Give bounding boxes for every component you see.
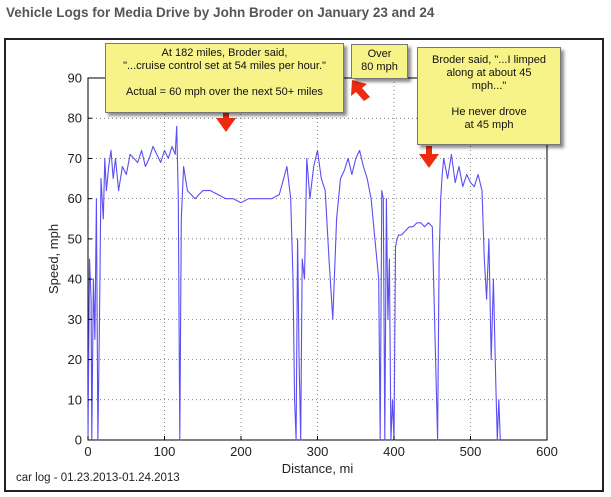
y-tick-label: 40 (68, 272, 82, 287)
y-tick-label: 0 (75, 433, 82, 448)
arrow-down-icon (216, 110, 236, 132)
y-tick-label: 20 (68, 352, 82, 367)
y-tick-label: 60 (68, 191, 82, 206)
x-tick-label: 300 (307, 444, 329, 459)
y-tick-label: 90 (68, 71, 82, 86)
y-tick-label: 50 (68, 231, 82, 246)
car-log-footnote: car log - 01.23.2013-01.24.2013 (16, 472, 180, 484)
x-tick-label: 600 (536, 444, 558, 459)
arrow-up-left-icon (351, 80, 370, 101)
page-title: Vehicle Logs for Media Drive by John Bro… (6, 5, 435, 20)
y-tick-label: 70 (68, 151, 82, 166)
x-tick-label: 200 (230, 444, 252, 459)
y-axis-label: Speed, mph (46, 224, 61, 294)
y-tick-label: 30 (68, 312, 82, 327)
y-tick-label: 80 (68, 111, 82, 126)
callout-cruise-control: At 182 miles, Broder said, "...cruise co… (105, 43, 344, 113)
x-axis-label: Distance, mi (282, 461, 354, 476)
speed-series-line (87, 125, 501, 441)
chart-frame: 0 100 200 300 400 500 600 0 10 20 30 40 50 60 70 80 90 Di… (4, 38, 604, 492)
y-tick-label: 10 (68, 392, 82, 407)
x-tick-label: 500 (460, 444, 482, 459)
x-tick-label: 100 (154, 444, 176, 459)
callout-limped: Broder said, "...I limped along at about… (417, 47, 561, 145)
x-tick-label: 400 (383, 444, 405, 459)
x-tick-label: 0 (84, 444, 91, 459)
callout-over-80: Over 80 mph (351, 44, 408, 79)
arrow-down-icon (419, 146, 439, 168)
